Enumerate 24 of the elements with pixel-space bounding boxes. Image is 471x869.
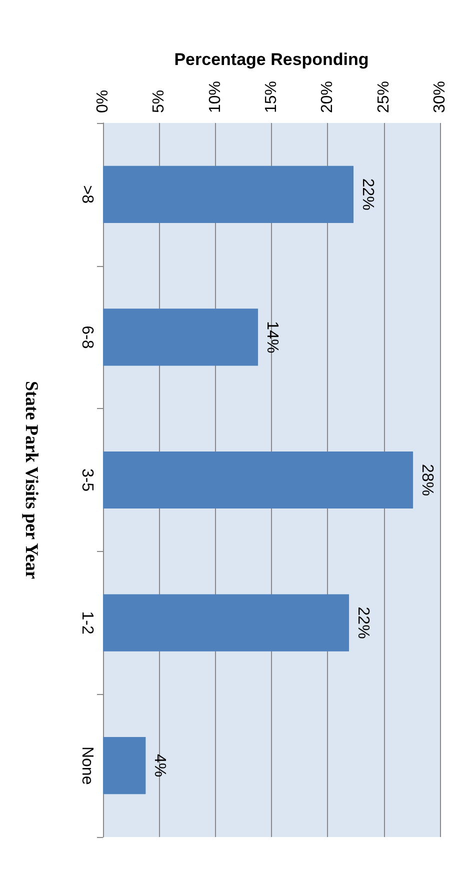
x-tick-label: 10% <box>206 80 224 113</box>
bar <box>103 737 146 794</box>
y-tick-label: 6-8 <box>78 326 96 349</box>
x-tick-label: 20% <box>319 80 336 113</box>
x-tick-label: 15% <box>263 80 280 113</box>
x-tick-label: 0% <box>94 90 112 113</box>
y-axis-title: State Park Visits per Year <box>22 381 42 579</box>
bar <box>103 594 350 652</box>
y-tick-label: >8 <box>78 185 96 204</box>
data-label: 22% <box>359 178 376 210</box>
x-tick-label: 30% <box>432 80 448 113</box>
x-tick-label: 5% <box>150 90 168 113</box>
y-tick-label: None <box>78 746 96 785</box>
data-label: 28% <box>418 464 436 496</box>
y-tick-label: 3-5 <box>78 468 96 492</box>
bar <box>103 451 414 509</box>
data-label: 22% <box>354 606 372 639</box>
bar <box>103 308 258 366</box>
bar <box>103 166 354 223</box>
data-label: 4% <box>151 754 168 778</box>
x-axis-title: Percentage Responding <box>174 50 369 69</box>
data-label: 14% <box>264 321 281 354</box>
x-tick-label: 25% <box>375 80 392 113</box>
y-tick-label: 1-2 <box>78 611 96 634</box>
